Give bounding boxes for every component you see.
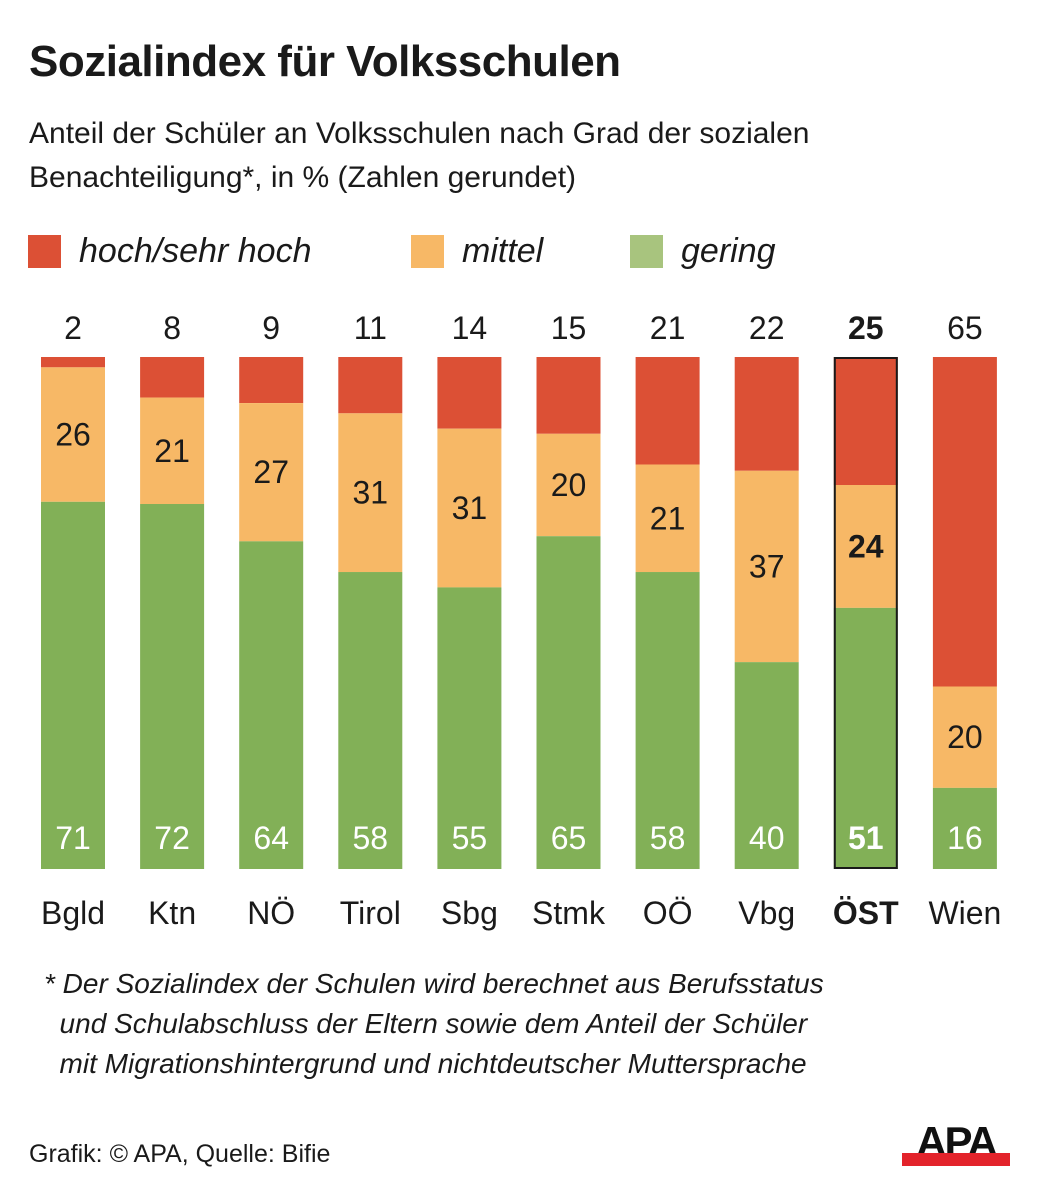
data-label-hoch: 65 [947,310,983,346]
legend-label-gering: gering [681,232,776,270]
legend-item-mittel: mittel [411,232,543,271]
data-label-mittel: 21 [650,500,686,536]
data-label-gering: 72 [154,820,190,856]
bar-segment-mittel [239,403,304,542]
bar-group-wien: 65 20 16 Wien [928,310,1001,931]
bar-group-oest: 25 24 51 ÖST [833,310,899,931]
bar-segment-hoch [437,357,502,429]
data-label-mittel: 24 [848,528,884,564]
bar-group-noe: 9 27 64 NÖ [239,310,304,931]
bar-group-stmk: 15 20 65 Stmk [532,310,606,931]
bar-group-sbg: 14 31 55 Sbg [437,310,502,931]
bar-segment-gering [536,536,601,869]
bar-segment-hoch [338,357,403,414]
data-label-hoch: 2 [64,310,82,346]
stacked-bar-chart: 2 26 71 Bgld 8 21 72 Ktn 9 27 64 NÖ 11 31 58 Tirol 14 31 5… [41,310,1001,931]
data-label-gering: 64 [253,820,289,856]
category-label: Tirol [340,895,401,931]
category-label: Stmk [532,895,606,931]
data-label-gering: 51 [848,820,884,856]
bar-group-bgld: 2 26 71 Bgld [41,310,105,931]
bar-segment-gering [338,572,403,869]
data-label-mittel: 20 [551,467,587,503]
bar-segment-gering [833,607,898,869]
category-label: Ktn [148,895,196,931]
bar-segment-mittel [635,464,700,573]
source-credit: Grafik: © APA, Quelle: Bifie [29,1140,331,1168]
bar-segment-hoch [734,357,799,471]
legend-swatch-gering [630,235,663,268]
bar-group-ktn: 8 21 72 Ktn [140,310,205,931]
apa-logo: APA [902,1120,1010,1166]
bar-segment-hoch [140,357,205,398]
bar-segment-gering [932,787,997,869]
bar-segment-gering [635,572,700,869]
bar-segment-hoch [833,357,898,485]
bar-segment-mittel [41,367,105,502]
bar-group-vbg: 22 37 40 Vbg [734,310,799,931]
bar-segment-mittel [734,470,799,663]
category-label: Sbg [441,895,498,931]
data-label-hoch: 21 [650,310,686,346]
data-label-gering: 58 [353,820,389,856]
data-label-hoch: 9 [262,310,280,346]
legend-swatch-mittel [411,235,444,268]
data-label-mittel: 31 [353,475,389,511]
data-label-hoch: 14 [452,310,488,346]
data-label-mittel: 21 [154,433,190,469]
data-label-gering: 40 [749,820,785,856]
category-label: Bgld [41,895,105,931]
category-label: NÖ [247,895,295,931]
bar-segment-gering [734,662,799,869]
bar-segment-hoch [932,357,997,687]
data-label-gering: 71 [55,820,91,856]
bar-group-ooe: 21 21 58 OÖ [635,310,700,931]
data-label-hoch: 25 [848,310,884,346]
data-label-gering: 55 [452,820,488,856]
bar-group-tirol: 11 31 58 Tirol [338,310,403,931]
chart-title: Sozialindex für Volksschulen [29,37,621,86]
category-label: ÖST [833,895,899,931]
category-label: OÖ [643,895,693,931]
data-label-hoch: 8 [163,310,181,346]
bar-segment-hoch [536,357,601,434]
chart-subtitle: Anteil der Schüler an Volksschulen nach … [29,117,810,194]
category-label: Wien [928,895,1001,931]
data-label-mittel: 27 [253,454,289,490]
data-label-gering: 16 [947,820,983,856]
data-label-hoch: 22 [749,310,785,346]
legend-item-hoch: hoch/sehr hoch [28,232,312,271]
bar-segment-gering [239,541,304,869]
bar-segment-hoch [41,357,105,368]
highlight-outline [833,357,898,869]
legend-item-gering: gering [630,232,776,271]
bar-segment-hoch [239,357,304,404]
bar-segment-mittel [338,413,403,573]
data-label-mittel: 26 [55,417,91,453]
bar-segment-mittel [536,433,601,537]
data-label-gering: 65 [551,820,587,856]
bar-segment-mittel [932,686,997,788]
data-label-mittel: 20 [947,719,983,755]
bar-segment-mittel [437,428,502,588]
category-label: Vbg [738,895,795,931]
data-label-hoch: 15 [551,310,587,346]
data-label-gering: 58 [650,820,686,856]
legend-swatch-hoch [28,235,61,268]
apa-logo-bar [902,1153,1010,1166]
data-label-mittel: 37 [749,548,785,584]
data-label-mittel: 31 [452,490,488,526]
bar-segment-mittel [140,397,205,505]
bar-segment-hoch [635,357,700,465]
legend-label-hoch: hoch/sehr hoch [79,232,312,270]
footnote: * Der Sozialindex der Schulen wird berec… [44,968,824,1079]
bar-segment-gering [437,587,502,869]
bar-segment-gering [41,501,105,869]
data-label-hoch: 11 [354,310,387,346]
bar-segment-mittel [833,485,898,608]
legend-label-mittel: mittel [462,232,544,270]
bar-segment-gering [140,504,205,869]
